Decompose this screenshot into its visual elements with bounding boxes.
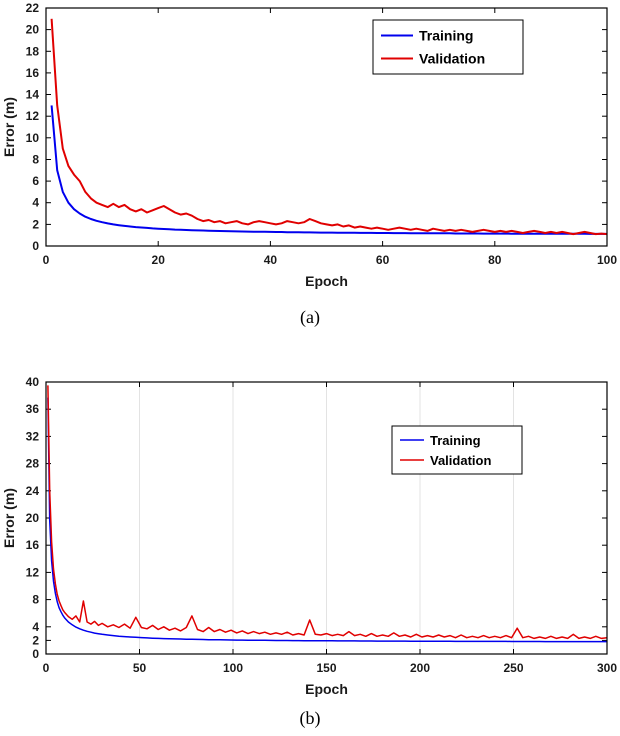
- x-tick-label: 300: [597, 661, 617, 675]
- legend-label-training: Training: [419, 28, 473, 44]
- series-training-line: [47, 397, 607, 643]
- y-tick-label: 20: [26, 511, 40, 525]
- legend-box: [372, 19, 524, 75]
- y-tick-label: 2: [32, 633, 39, 647]
- x-tick-label: 150: [316, 661, 336, 675]
- series-validation-line: [47, 385, 607, 640]
- legend: Training Validation: [391, 425, 523, 475]
- y-tick-label: 18: [26, 44, 40, 58]
- axes-box: [45, 381, 608, 655]
- legend-label-validation: Validation: [430, 453, 491, 468]
- y-tick-label: 14: [26, 88, 40, 102]
- series-validation-line: [50, 18, 607, 236]
- y-tick-label: 16: [26, 538, 40, 552]
- legend-box: [391, 425, 523, 475]
- y-tick-label: 2: [32, 217, 39, 231]
- y-axis-label: Error (m): [1, 97, 17, 157]
- x-tick-label: 60: [376, 253, 390, 267]
- y-tick-label: 8: [32, 153, 39, 167]
- series-training-line: [50, 105, 607, 235]
- chart-b-container: 0 50 100 150 200 250 300 0 2 4 8 12 16 20 24 28 32 36 40 Ep…: [0, 374, 620, 734]
- x-tick-label: 40: [264, 253, 278, 267]
- x-tick-label: 200: [410, 661, 430, 675]
- y-axis-label: Error (m): [1, 488, 17, 548]
- chart-a-container: 0 20 40 60 80 100 0 2 4 6 8 10 12 14 16 18 20 22 Epoch Erro…: [0, 0, 620, 332]
- y-tick-label: 36: [26, 402, 40, 416]
- y-tick-label: 0: [32, 647, 39, 661]
- y-tick-label: 40: [26, 375, 40, 389]
- chart-a-svg: 0 20 40 60 80 100 0 2 4 6 8 10 12 14 16 18 20 22 Epoch Erro…: [1, 1, 617, 289]
- x-tick-label: 100: [223, 661, 243, 675]
- caption-b: (b): [299, 708, 321, 728]
- axes-box: [45, 7, 608, 247]
- y-tick-label: 28: [26, 457, 40, 471]
- y-tick-label: 24: [26, 484, 40, 498]
- y-tick-label: 32: [26, 429, 40, 443]
- x-tick-label: 20: [152, 253, 166, 267]
- x-tick-label: 250: [503, 661, 523, 675]
- x-tick-label: 0: [43, 253, 50, 267]
- x-axis-label: Epoch: [305, 681, 348, 697]
- y-tick-label: 20: [26, 23, 40, 37]
- caption-a: (a): [300, 307, 320, 327]
- y-tick-label: 22: [26, 1, 40, 15]
- y-tick-label: 16: [26, 66, 40, 80]
- y-tick-label: 12: [26, 565, 40, 579]
- legend-label-training: Training: [430, 433, 481, 448]
- spacer: [0, 332, 620, 374]
- legend-label-validation: Validation: [419, 51, 485, 67]
- x-tick-label: 100: [597, 253, 617, 267]
- y-tick-label: 4: [32, 620, 39, 634]
- y-tick-label: 8: [32, 593, 39, 607]
- y-tick-label: 10: [26, 131, 40, 145]
- x-tick-label: 50: [133, 661, 147, 675]
- x-axis-label: Epoch: [305, 273, 348, 289]
- x-tick-label: 80: [488, 253, 502, 267]
- y-tick-label: 0: [32, 239, 39, 253]
- legend: Training Validation: [372, 19, 524, 75]
- y-tick-label: 4: [32, 196, 39, 210]
- x-tick-label: 0: [43, 661, 50, 675]
- chart-b-svg: 0 50 100 150 200 250 30002481216202428323640Ep…: [1, 375, 617, 697]
- y-tick-label: 12: [26, 109, 40, 123]
- y-tick-label: 6: [32, 174, 39, 188]
